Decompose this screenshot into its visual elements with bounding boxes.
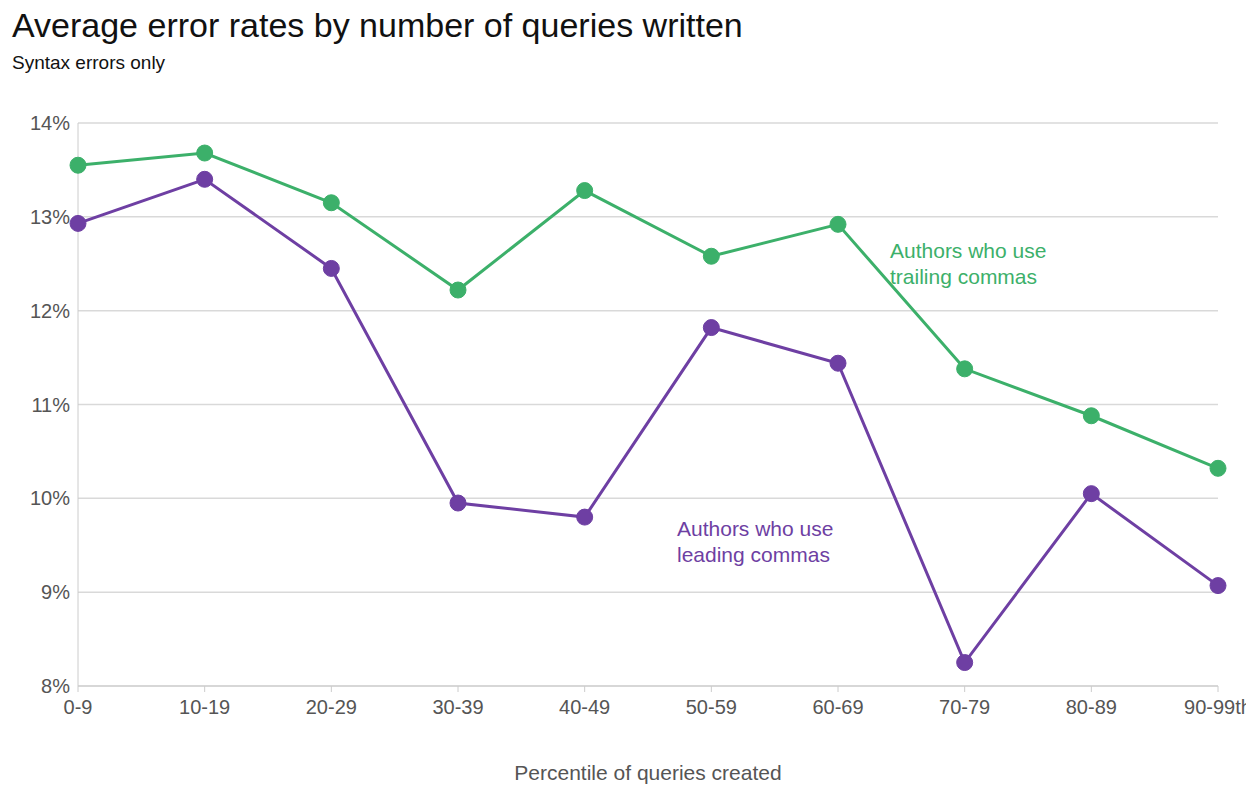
svg-text:12%: 12% xyxy=(30,300,70,322)
html-text:Syntax errors only: Syntax errors only xyxy=(12,52,166,73)
svg-text:10-19: 10-19 xyxy=(179,696,230,718)
html-text:Authors who use: Authors who use xyxy=(677,517,834,540)
svg-text:8%: 8% xyxy=(41,675,70,697)
svg-text:10%: 10% xyxy=(30,487,70,509)
svg-text:60-69: 60-69 xyxy=(812,696,863,718)
svg-text:50-59: 50-59 xyxy=(686,696,737,718)
svg-text:0-9: 0-9 xyxy=(64,696,93,718)
svg-text:9%: 9% xyxy=(41,581,70,603)
svg-text:14%: 14% xyxy=(30,112,70,134)
svg-text:70-79: 70-79 xyxy=(939,696,990,718)
svg-text:11%: 11% xyxy=(31,394,70,416)
svg-text:80-89: 80-89 xyxy=(1066,696,1117,718)
html-text:Average error rates by number: Average error rates by number of queries… xyxy=(12,6,743,44)
svg-text:20-29: 20-29 xyxy=(306,696,357,718)
svg-text:13%: 13% xyxy=(30,206,70,228)
html-text:Authors who use: Authors who use xyxy=(890,239,1047,262)
svg-text:40-49: 40-49 xyxy=(559,696,610,718)
svg-text:30-39: 30-39 xyxy=(432,696,483,718)
html-text:trailing commas: trailing commas xyxy=(890,265,1037,288)
svg-text:Percentile of queries created: Percentile of queries created xyxy=(514,761,781,784)
svg-text:90-99th: 90-99th xyxy=(1184,696,1238,718)
html-text:leading commas: leading commas xyxy=(677,543,830,566)
